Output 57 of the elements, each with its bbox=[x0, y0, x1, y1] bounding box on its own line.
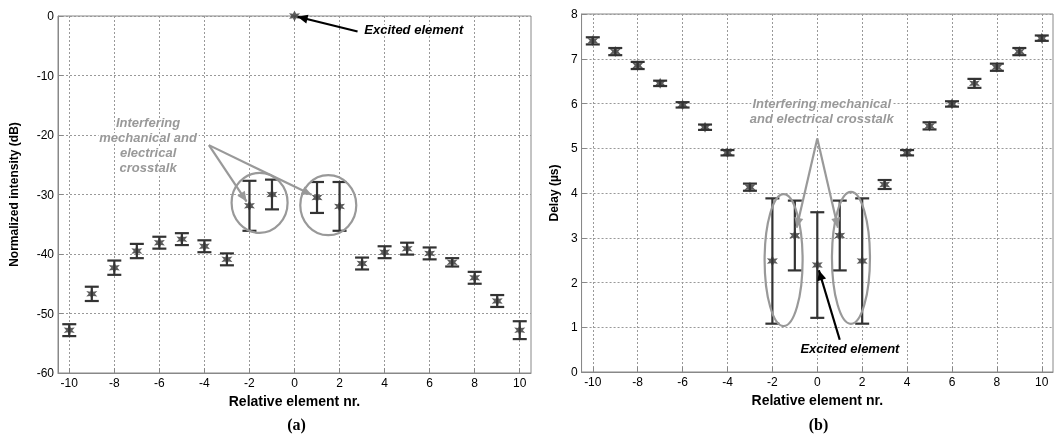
y-tick-label: 3 bbox=[570, 230, 578, 245]
point bbox=[901, 147, 913, 159]
y-tick-label: 2 bbox=[570, 275, 578, 290]
point bbox=[654, 77, 666, 89]
x-tick-label: -6 bbox=[154, 376, 166, 390]
annotation: Interfering mechanical and electrical crosstalk bbox=[99, 114, 198, 175]
x-tick-label: 2 bbox=[858, 375, 866, 389]
y-tick-label: -50 bbox=[36, 306, 55, 321]
x-tick-label: 0 bbox=[291, 376, 299, 390]
text: (a) bbox=[287, 415, 306, 434]
y-tick-label: -20 bbox=[36, 128, 55, 142]
x-tick-label: 2 bbox=[336, 376, 344, 390]
annotation: Excited element bbox=[800, 341, 901, 357]
x-tick-label: 8 bbox=[993, 375, 1001, 389]
y-tick-label: -60 bbox=[36, 366, 55, 380]
x-tick-label: -2 bbox=[244, 376, 256, 390]
y-tick-label: 0 bbox=[47, 9, 55, 23]
text: (b) bbox=[808, 415, 829, 434]
y-tick-label: 6 bbox=[570, 96, 578, 111]
x-tick-label: -10 bbox=[584, 375, 602, 389]
x-tick-label: 6 bbox=[426, 376, 434, 390]
y-axis-title: Delay (µs) bbox=[547, 164, 561, 222]
x-axis-title: Relative element nr. bbox=[751, 391, 884, 408]
y-tick-label: 5 bbox=[570, 141, 578, 156]
x-tick-label: -2 bbox=[767, 375, 779, 389]
point bbox=[721, 147, 733, 159]
y-tick-label: 7 bbox=[570, 51, 578, 66]
point bbox=[1036, 32, 1048, 44]
x-tick-label: -4 bbox=[722, 375, 734, 389]
x-tick-label: 4 bbox=[903, 375, 911, 389]
y-axis-title: Normalized intensity (dB) bbox=[7, 122, 21, 267]
y-tick-label: -30 bbox=[36, 187, 55, 202]
x-axis-title: Relative element nr. bbox=[228, 392, 361, 409]
x-tick-label: 10 bbox=[1035, 375, 1049, 389]
point bbox=[811, 259, 823, 271]
y-tick-label: 4 bbox=[570, 186, 578, 200]
y-tick-label: -10 bbox=[36, 68, 55, 83]
annotation: Interfering mechanical and electrical crosstalk bbox=[749, 95, 895, 126]
y-tick-label: 0 bbox=[570, 365, 578, 379]
x-tick-label: 10 bbox=[513, 376, 527, 390]
annotation: Excited element bbox=[364, 21, 464, 37]
point bbox=[766, 255, 778, 267]
x-tick-label: -6 bbox=[677, 375, 689, 389]
x-tick-label: -8 bbox=[632, 375, 644, 389]
x-tick-label: -4 bbox=[199, 376, 211, 390]
y-tick-label: -40 bbox=[36, 247, 55, 261]
point bbox=[289, 10, 300, 22]
x-tick-label: -10 bbox=[60, 376, 79, 390]
x-tick-label: 8 bbox=[471, 376, 479, 390]
x-tick-label: 0 bbox=[813, 375, 821, 389]
y-tick-label: 8 bbox=[570, 7, 578, 21]
x-tick-label: 4 bbox=[381, 376, 389, 390]
x-tick-label: -8 bbox=[108, 376, 120, 390]
point bbox=[699, 121, 711, 133]
x-tick-label: 6 bbox=[948, 375, 956, 389]
y-tick-label: 1 bbox=[570, 320, 578, 335]
point bbox=[946, 98, 958, 110]
